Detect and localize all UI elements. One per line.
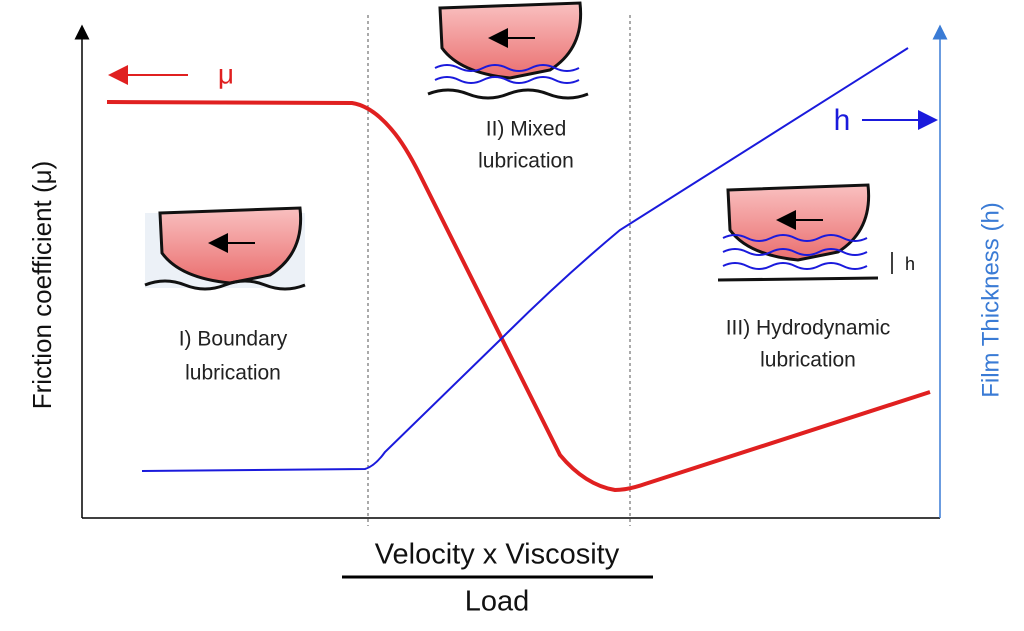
region-label: II) Mixed bbox=[486, 118, 567, 141]
x-label-denominator: Load bbox=[465, 586, 530, 618]
friction-curve bbox=[106, 100, 931, 493]
hydrodynamic-illustration bbox=[717, 185, 893, 282]
x-label-numerator: Velocity x Viscosity bbox=[375, 539, 620, 571]
friction-symbol: μ bbox=[218, 58, 234, 89]
right-axis-label: Film Thickness (h) bbox=[977, 202, 1004, 398]
region-label: lubrication bbox=[185, 362, 281, 385]
region-label: lubrication bbox=[760, 349, 856, 372]
region-label: I) Boundary bbox=[179, 328, 288, 351]
film-label: h bbox=[905, 254, 915, 274]
left-axis-label: Friction coefficient (μ) bbox=[27, 161, 57, 410]
boundary-illustration bbox=[144, 208, 306, 291]
thickness-curve bbox=[141, 47, 909, 472]
mixed-illustration bbox=[427, 3, 589, 100]
region-label: lubrication bbox=[478, 150, 574, 173]
region-label: III) Hydrodynamic bbox=[726, 317, 891, 340]
thickness-symbol: h bbox=[834, 104, 851, 137]
